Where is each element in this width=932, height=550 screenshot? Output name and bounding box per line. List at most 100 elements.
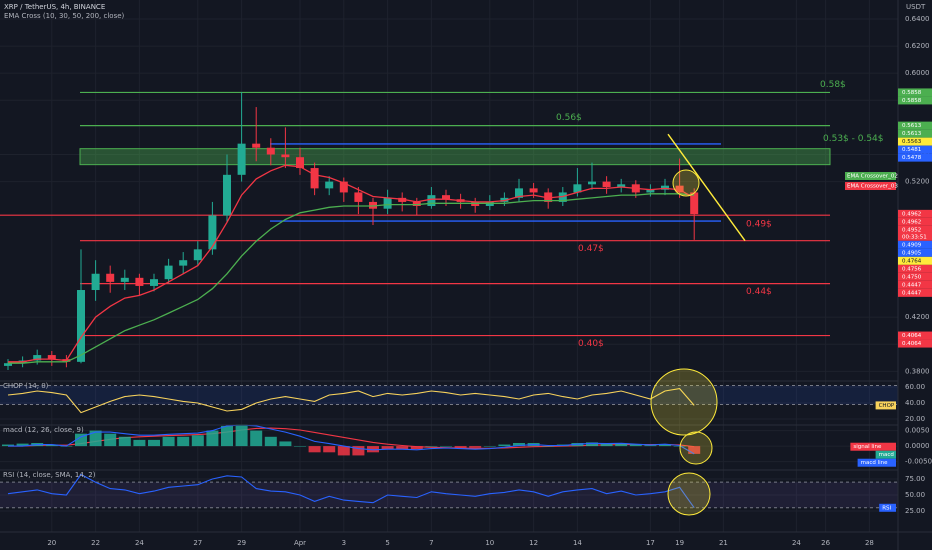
histogram-bar [206, 430, 219, 447]
candle-body [544, 192, 553, 202]
candle-body [602, 181, 611, 188]
x-tick-label: Apr [294, 539, 306, 547]
histogram-bar [410, 446, 423, 450]
candle-body [106, 273, 115, 282]
price-label-box [898, 88, 932, 97]
highlight-circle [672, 169, 700, 197]
x-tick-label: 29 [237, 539, 246, 547]
price-label-box [898, 137, 932, 146]
series-tag-label: macd [879, 452, 894, 458]
candle-body [485, 201, 494, 206]
band [0, 482, 898, 508]
y-tick-label: 75.00 [905, 475, 925, 483]
y-tick-label: 60.00 [905, 383, 925, 391]
candle-body [193, 249, 202, 261]
highlight-circle [650, 368, 718, 436]
histogram-bar [162, 436, 175, 447]
series-line [7, 388, 695, 414]
candle-body [339, 181, 348, 193]
x-tick-label: 7 [429, 539, 433, 547]
price-label-box [898, 339, 932, 348]
candle-body [47, 355, 56, 360]
candle-body [266, 147, 275, 155]
candle-body [500, 197, 509, 202]
indicator-title: RSI (14, close, SMA, 14, 2) [3, 471, 96, 479]
zone [79, 148, 831, 166]
y-tick-label: 0.4200 [905, 313, 930, 321]
candle-body [208, 215, 217, 250]
level-label: 0.56$ [556, 113, 582, 123]
histogram-bar [615, 443, 628, 447]
x-tick-label: 17 [646, 539, 655, 547]
price-label-box [898, 145, 932, 154]
histogram-bar [425, 446, 438, 447]
tags: EMA Crossover_02 EMA Crossover_03 0.5858 0.… [845, 88, 932, 512]
x-tick-label: 24 [792, 539, 801, 547]
price-label-box [898, 153, 932, 162]
marks: 0.53$ - 0.54$ 0.58$ 0.56$ 0.49$ 0.47$ 0.44$ 0.… [0, 80, 898, 509]
candle-body [573, 184, 582, 193]
price-label-box [898, 264, 932, 273]
histogram-bar [352, 446, 365, 456]
price-label: 0.5858 [902, 90, 922, 96]
price-label-box [898, 96, 932, 105]
y-tick-label: 20.00 [905, 415, 925, 423]
candle-body [4, 363, 12, 366]
level-label: 0.40$ [578, 339, 604, 349]
trend-line [667, 133, 746, 242]
x-tick-label: 19 [675, 539, 684, 547]
candle-body [252, 143, 261, 148]
histogram-bar [323, 446, 336, 453]
price-label: 0.5478 [902, 155, 922, 161]
histogram-bar [75, 433, 87, 447]
price-label-box [898, 280, 932, 289]
price-label: 0.4064 [902, 333, 922, 339]
candle-body [310, 168, 319, 189]
x-tick-label: 10 [485, 539, 494, 547]
histogram-bar [45, 444, 58, 447]
candle-body [179, 260, 188, 266]
highlight-circle [679, 431, 713, 465]
series-line [8, 193, 695, 364]
y-tick-label: -0.0050 [905, 458, 932, 466]
chart-title: XRP / TetherUS, 4h, BINANCE [4, 3, 105, 11]
candle-body [690, 192, 699, 215]
x-tick-label: 3 [342, 539, 346, 547]
series-tag-label: signal line [853, 444, 882, 450]
candle-body [661, 185, 669, 190]
candle-body [135, 277, 144, 286]
x-tick-label: 20 [47, 539, 56, 547]
histogram-bar [454, 446, 467, 448]
candle-body [354, 192, 363, 202]
price-label: 0.5858 [902, 98, 922, 104]
candle-body [237, 143, 246, 175]
histogram-bar [133, 439, 146, 447]
histogram-bar [118, 436, 131, 447]
candle-body [223, 174, 231, 216]
histogram-bar [644, 445, 657, 447]
series-line [8, 424, 695, 455]
y-tick-label: 0.6000 [905, 69, 930, 77]
level-label: 0.44$ [746, 287, 772, 297]
histogram-bar [440, 446, 452, 447]
price-label: 0.4756 [902, 266, 922, 272]
histogram-bar [688, 446, 701, 454]
series-tag [875, 401, 896, 410]
price-label-box [898, 240, 932, 249]
y-tick-label: 0.0000 [905, 442, 930, 450]
candle-body [471, 201, 480, 206]
price-label-box [898, 331, 932, 340]
candle-body [33, 355, 42, 361]
histogram-bar [89, 430, 102, 447]
histogram-bar [381, 446, 394, 450]
x-tick-label: 27 [193, 539, 202, 547]
histogram-bar [2, 444, 14, 447]
legend-label: EMA Crossover_02 [847, 174, 898, 180]
candle-body [296, 157, 304, 169]
price-label: 0.4952 [902, 227, 921, 233]
x-tick-label: 14 [573, 539, 582, 547]
price-label: 0.5563 [902, 139, 922, 145]
candle-body [427, 195, 436, 206]
